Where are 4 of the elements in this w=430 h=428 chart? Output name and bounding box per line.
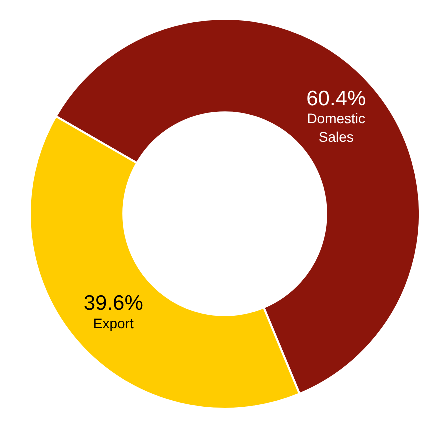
slice-label: Domestic Sales — [307, 110, 366, 145]
slice-label: Export — [93, 315, 134, 332]
data-label: 60.4% — [306, 88, 366, 111]
data-label: 39.6% — [84, 292, 144, 316]
